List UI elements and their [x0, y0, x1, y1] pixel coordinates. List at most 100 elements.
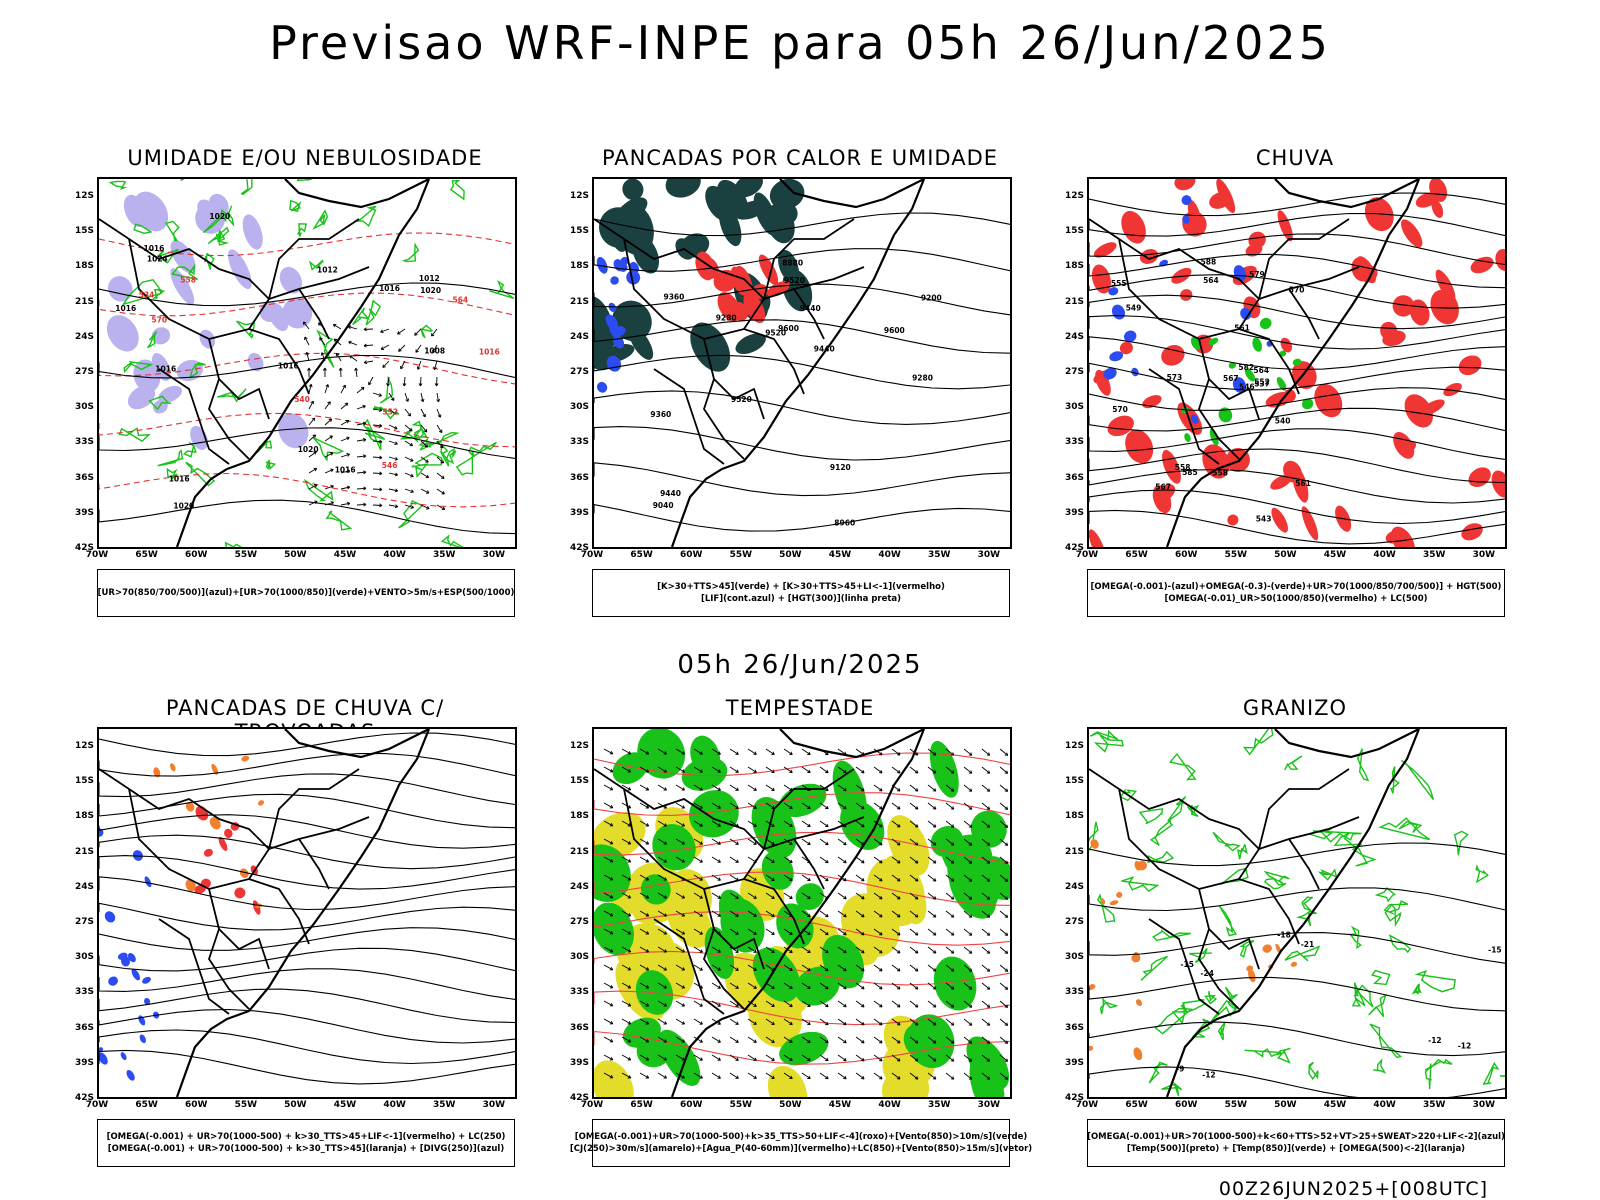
wind-vector	[963, 928, 973, 936]
wind-vector	[981, 820, 990, 828]
wind-vector-head	[843, 787, 847, 792]
shaded-area	[142, 976, 151, 984]
shaded-area	[144, 997, 151, 1006]
wind-vector	[747, 892, 757, 899]
wind-vector	[963, 838, 973, 846]
shaded-area	[718, 889, 756, 948]
wind-vector	[801, 802, 811, 809]
shaded-area	[1089, 529, 1106, 547]
shaded-area	[599, 344, 635, 363]
weather-map-panel	[592, 727, 1012, 1099]
contour-line	[594, 283, 1010, 316]
wind-vector-head	[717, 787, 721, 791]
wind-vector-head	[807, 913, 811, 918]
contour-line	[1089, 842, 1505, 867]
contour-line	[1204, 991, 1218, 1005]
contour-line	[1093, 734, 1124, 753]
wind-vector	[356, 487, 367, 490]
wind-vector-head	[861, 1039, 865, 1044]
wind-vector-head	[1004, 788, 1009, 792]
wind-vector	[603, 1072, 614, 1079]
shaded-area	[929, 740, 959, 798]
longitude-tick-label: 40W	[878, 1100, 901, 1110]
wind-vector-head	[645, 967, 650, 971]
wind-vector	[657, 838, 667, 845]
wind-vector	[388, 392, 395, 401]
wind-vector	[387, 376, 390, 386]
longitude-tick-label: 45W	[333, 1100, 357, 1110]
contour-line	[152, 288, 166, 299]
wind-vector	[388, 456, 398, 460]
shaded-area	[1392, 295, 1415, 317]
wind-vector	[603, 784, 614, 791]
wind-vector	[729, 1054, 739, 1061]
shaded-area	[1227, 514, 1239, 526]
wind-vector-head	[950, 932, 955, 936]
contour-label: 1020	[420, 286, 441, 295]
wind-vector	[308, 417, 316, 426]
country-state-border	[298, 838, 330, 890]
longitude-tick-label: 30W	[977, 550, 1001, 560]
shaded-area	[194, 884, 206, 894]
weather-map-panel: 1016 1016 1016 1020 1016 1024 1020 1016 1016 1020…	[97, 177, 517, 549]
wind-vector	[693, 946, 703, 953]
wind-vector-head	[663, 967, 667, 971]
contour-line	[1089, 387, 1505, 411]
wind-vector	[909, 802, 919, 810]
wind-vector-head	[771, 877, 775, 881]
wind-vector-head	[789, 859, 793, 864]
contour-line	[1089, 407, 1505, 432]
wind-vector-head	[699, 967, 703, 971]
shaded-area	[1468, 467, 1491, 488]
wind-vector	[963, 856, 973, 864]
longitude-tick-label: 70W	[85, 550, 109, 560]
wind-vector-head	[968, 950, 973, 954]
wind-vector-head	[394, 504, 399, 509]
wind-vector	[999, 1018, 1008, 1026]
wind-vector-head	[753, 1075, 757, 1079]
shaded-area	[1404, 394, 1433, 428]
longitude-tick-label: 60W	[1174, 1100, 1198, 1110]
wind-vector	[603, 838, 614, 845]
shaded-area	[596, 381, 608, 393]
wind-vector	[657, 928, 667, 935]
wind-vector-head	[681, 823, 685, 827]
wind-vector	[657, 766, 667, 773]
wind-vector-head	[313, 484, 318, 488]
contour-line	[1089, 821, 1099, 852]
country-state-border	[653, 368, 725, 465]
longitude-tick-label: 35W	[927, 1100, 951, 1110]
contour-line	[99, 472, 515, 508]
wind-vector-head	[328, 418, 333, 422]
wind-vector-head	[843, 949, 847, 954]
wind-vector	[873, 982, 883, 990]
wind-vector-head	[735, 1021, 739, 1025]
shaded-area	[176, 359, 203, 382]
wind-vector-head	[879, 932, 883, 936]
wind-vector-head	[825, 985, 829, 990]
wind-vector	[981, 766, 990, 774]
contour-line	[352, 307, 371, 326]
latitude-tick-label: 42S	[1064, 1093, 1084, 1103]
wind-vector	[927, 784, 937, 792]
wind-vector-head	[645, 841, 650, 845]
wind-vector	[909, 1018, 919, 1026]
contour-label: 9120	[830, 463, 851, 472]
wind-vector	[945, 838, 955, 846]
contour-label: 9520	[784, 276, 805, 285]
wind-vector	[603, 820, 614, 827]
wind-vector	[999, 802, 1008, 810]
wind-vector	[711, 1000, 721, 1007]
latitude-tick-label: 36S	[74, 472, 94, 483]
wind-vector	[909, 1036, 919, 1044]
wind-vector	[388, 488, 398, 492]
wind-vector-head	[438, 429, 443, 434]
contour-label: 9520	[765, 328, 786, 337]
wind-vector	[855, 946, 865, 954]
wind-vector	[747, 784, 757, 791]
wind-vector-head	[968, 806, 973, 810]
wind-vector-head	[1004, 1022, 1009, 1026]
wind-vector	[891, 748, 901, 756]
wind-vector	[417, 360, 422, 370]
longitude-tick-label: 65W	[630, 1100, 653, 1110]
